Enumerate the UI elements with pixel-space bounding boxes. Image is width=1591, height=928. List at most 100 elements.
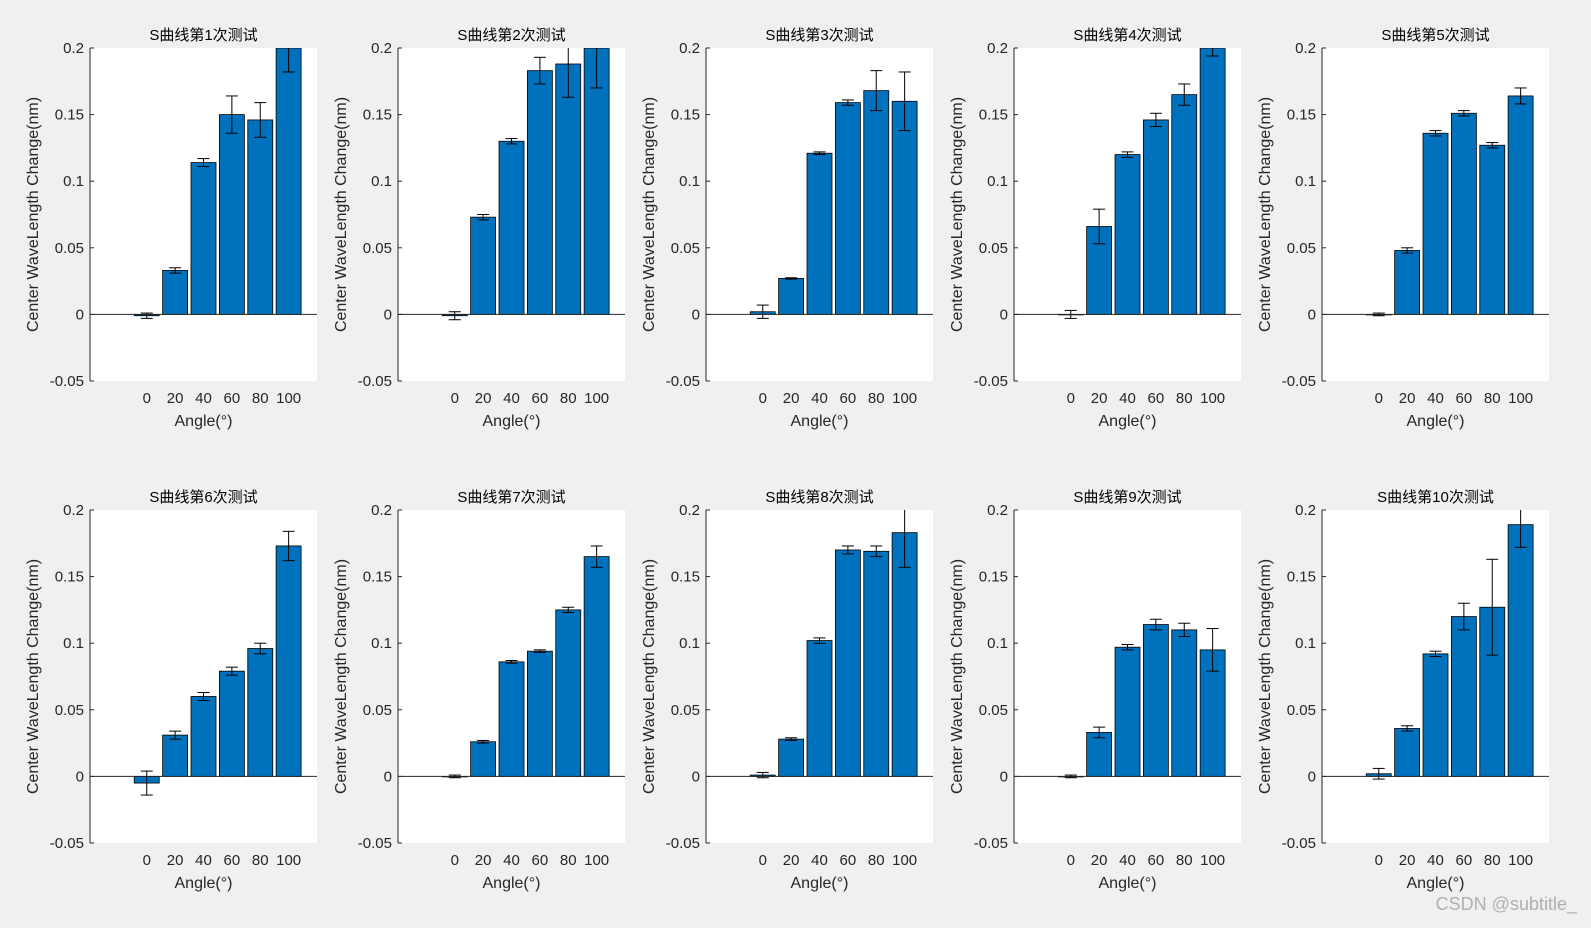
subplot-title: S曲线第4次测试 [1073, 26, 1181, 44]
y-axis-label: Center WaveLength Change(nm) [949, 559, 966, 794]
subplot-title: S曲线第10次测试 [1377, 488, 1494, 506]
x-axis-label: Angle(°) [1407, 413, 1465, 430]
x-tick-label-40: 40 [503, 390, 520, 407]
y-tick-label: 0.05 [55, 702, 84, 719]
bar-100 [583, 556, 610, 777]
y-tick-label: 0.2 [987, 502, 1008, 519]
bar-80 [555, 609, 582, 777]
bar-60 [1142, 119, 1169, 315]
x-tick-label-60: 60 [224, 852, 241, 869]
y-tick-label: -0.05 [358, 835, 392, 852]
bar-40 [190, 696, 217, 777]
y-tick-label: 0.15 [1287, 107, 1316, 124]
x-tick-label-80: 80 [252, 390, 269, 407]
x-tick-label-80: 80 [868, 390, 885, 407]
x-axis-label: Angle(°) [483, 413, 541, 430]
y-tick-label: -0.05 [974, 835, 1008, 852]
x-tick-label-100: 100 [1508, 390, 1533, 407]
plot-area [441, 545, 610, 779]
bar-80 [247, 119, 274, 315]
x-tick-label-0: 0 [1067, 852, 1075, 869]
y-axis-label: Center WaveLength Change(nm) [1257, 559, 1274, 794]
x-tick-label-0: 0 [759, 852, 767, 869]
y-tick-label: 0.1 [679, 635, 700, 652]
y-tick-label: 0.05 [363, 702, 392, 719]
bar-20 [1394, 728, 1421, 777]
y-tick-label: 0 [692, 768, 700, 785]
subplot-title: S曲线第5次测试 [1381, 26, 1489, 44]
x-tick-label-100: 100 [1200, 852, 1225, 869]
plot-area [1365, 87, 1534, 317]
bar-40 [190, 162, 217, 315]
y-tick-label: -0.05 [50, 373, 84, 390]
y-tick-label: -0.05 [50, 835, 84, 852]
x-tick-label-40: 40 [195, 390, 212, 407]
bar-100 [891, 100, 918, 315]
bar-100 [1507, 524, 1534, 777]
y-tick-label: 0.1 [371, 635, 392, 652]
y-tick-label: 0.15 [363, 569, 392, 586]
bar-20 [162, 734, 189, 777]
bar-80 [1479, 144, 1506, 315]
y-tick-label: 0.2 [987, 40, 1008, 57]
bar-100 [275, 545, 302, 777]
bar-40 [498, 140, 525, 315]
x-tick-label-60: 60 [1456, 852, 1473, 869]
y-tick-label: 0.05 [979, 702, 1008, 719]
x-tick-label-20: 20 [1091, 852, 1108, 869]
y-tick-label: -0.05 [666, 835, 700, 852]
y-tick-label: 0.05 [1287, 702, 1316, 719]
plot-area [441, 48, 610, 321]
x-tick-label-20: 20 [783, 852, 800, 869]
y-tick-label: 0.2 [371, 502, 392, 519]
bar-100 [1199, 48, 1226, 315]
bar-60 [218, 114, 245, 315]
y-tick-label: 0.15 [979, 107, 1008, 124]
x-tick-label-0: 0 [143, 390, 151, 407]
subplot-title: S曲线第3次测试 [765, 26, 873, 44]
y-tick-label: -0.05 [358, 373, 392, 390]
subplot-8: -0.05 0 0.05 0.1 0.15 0.2 0 20 40 60 80 100 S曲线第8次测试… [641, 488, 933, 892]
x-tick-label-0: 0 [759, 390, 767, 407]
x-tick-label-40: 40 [1427, 852, 1444, 869]
bar-20 [778, 738, 805, 777]
y-tick-label: 0 [76, 306, 84, 323]
y-tick-label: 0 [384, 768, 392, 785]
x-tick-label-100: 100 [584, 852, 609, 869]
y-tick-label: 0.15 [671, 107, 700, 124]
bar-40 [806, 640, 833, 777]
x-tick-label-20: 20 [167, 852, 184, 869]
x-tick-label-100: 100 [892, 852, 917, 869]
y-axis-label: Center WaveLength Change(nm) [333, 559, 350, 794]
y-tick-label: 0.05 [979, 240, 1008, 257]
bar-40 [806, 152, 833, 315]
x-tick-label-80: 80 [868, 852, 885, 869]
y-tick-label: 0 [692, 306, 700, 323]
y-tick-label: -0.05 [666, 373, 700, 390]
x-axis-label: Angle(°) [483, 875, 541, 892]
subplot-title: S曲线第8次测试 [765, 488, 873, 506]
bar-40 [498, 661, 525, 777]
y-tick-label: -0.05 [1282, 835, 1316, 852]
bar-20 [778, 278, 805, 315]
bar-20 [470, 216, 497, 315]
bar-60 [526, 650, 553, 777]
x-tick-label-60: 60 [1148, 852, 1165, 869]
bar-100 [583, 48, 610, 315]
y-axis-label: Center WaveLength Change(nm) [25, 97, 42, 332]
y-tick-label: 0.15 [55, 569, 84, 586]
x-tick-label-20: 20 [1091, 390, 1108, 407]
y-tick-label: 0.2 [1295, 502, 1316, 519]
y-tick-label: 0.1 [63, 635, 84, 652]
y-tick-label: 0.1 [987, 635, 1008, 652]
subplot-title: S曲线第2次测试 [457, 26, 565, 44]
bar-60 [218, 670, 245, 777]
x-tick-label-80: 80 [560, 852, 577, 869]
bar-80 [247, 648, 274, 777]
x-tick-label-0: 0 [1375, 390, 1383, 407]
y-tick-label: 0.2 [371, 40, 392, 57]
x-tick-label-80: 80 [252, 852, 269, 869]
y-tick-label: 0.15 [363, 107, 392, 124]
y-tick-label: 0 [1000, 768, 1008, 785]
